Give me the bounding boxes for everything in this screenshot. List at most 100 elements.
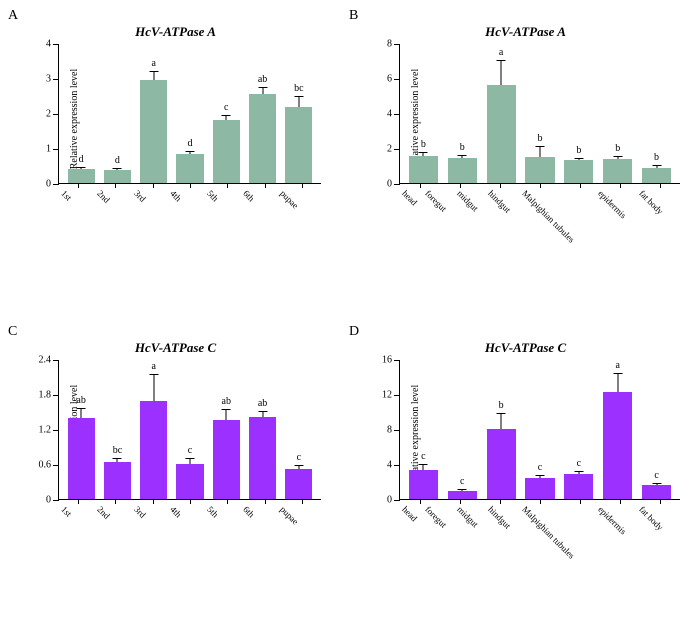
significance-label: c	[577, 458, 581, 469]
bars: bbabbbb	[400, 44, 680, 183]
error-bar	[578, 471, 579, 474]
significance-label: a	[615, 360, 619, 371]
bar-wrap: a	[598, 392, 637, 499]
xlabel: 6th	[237, 500, 270, 533]
bar	[213, 420, 240, 499]
bar	[140, 80, 167, 183]
bar	[409, 156, 438, 183]
ytick-label: 3	[31, 74, 51, 85]
xlabel: pupae	[273, 500, 306, 533]
plot-a: 01234ddadcabbc	[58, 44, 321, 184]
error-bar	[539, 146, 540, 157]
bar-wrap: b	[404, 156, 443, 183]
bar-wrap: d	[63, 169, 99, 183]
xtick	[78, 183, 79, 188]
bar	[68, 169, 95, 183]
ytick-label: 2	[372, 144, 392, 155]
chart-area-c: Relative expression level 00.61.21.82.4a…	[58, 360, 321, 510]
ytick-label: 1.2	[31, 424, 51, 435]
xtick	[580, 499, 581, 504]
xtick	[227, 183, 228, 188]
panel-letter-c: C	[8, 324, 17, 340]
bar	[176, 464, 203, 499]
significance-label: ab	[76, 395, 85, 406]
error-bar	[617, 373, 618, 391]
bar-wrap: d	[99, 170, 135, 183]
bar	[642, 485, 671, 498]
error-bar	[501, 60, 502, 85]
xlabel: Malpighian tubules	[516, 184, 577, 245]
chart-title-c: HcV-ATPase C	[20, 340, 331, 356]
bar-wrap: c	[637, 485, 676, 498]
error-bar	[189, 458, 190, 464]
error-bar	[189, 151, 190, 155]
xlabel: foregut	[419, 184, 449, 214]
significance-label: d	[187, 138, 192, 149]
xtick	[302, 499, 303, 504]
significance-label: b	[499, 400, 504, 411]
panel-a: A HcV-ATPase A Relative expression level…	[0, 0, 341, 316]
ytick	[394, 500, 400, 501]
xlabel: foregut	[419, 500, 449, 530]
bar-wrap: c	[404, 470, 443, 499]
xtick	[115, 499, 116, 504]
xlabel: 4th	[164, 500, 197, 533]
error-bar	[262, 411, 263, 417]
xlabel: 4th	[164, 184, 197, 217]
ytick-label: 6	[372, 74, 392, 85]
bar	[213, 120, 240, 183]
xtick	[660, 183, 661, 188]
bar-wrap: c	[521, 478, 560, 498]
ytick	[53, 500, 59, 501]
error-bar	[81, 167, 82, 169]
bar	[487, 85, 516, 183]
panel-c: C HcV-ATPase C Relative expression level…	[0, 316, 341, 631]
error-bar	[117, 458, 118, 463]
error-bar	[656, 165, 657, 169]
significance-label: d	[115, 155, 120, 166]
bar	[525, 157, 554, 183]
xlabel: midgut	[451, 184, 480, 213]
xtick	[115, 183, 116, 188]
bar-wrap: c	[208, 120, 244, 183]
ytick-label: 8	[372, 39, 392, 50]
significance-label: ab	[258, 74, 267, 85]
xtick	[153, 183, 154, 188]
error-bar	[226, 409, 227, 420]
xlabel: head	[396, 500, 419, 523]
xlabel: Malpighian tubules	[516, 500, 577, 561]
ytick-label: 16	[372, 354, 392, 365]
xlabel: hindgut	[482, 500, 513, 531]
bar	[642, 168, 671, 183]
xlabel: epidermis	[592, 184, 628, 220]
significance-label: c	[460, 476, 464, 487]
ytick-label: 0	[31, 179, 51, 190]
plot-c: 00.61.21.82.4abbcacababc	[58, 360, 321, 500]
xlabel: pupae	[273, 184, 306, 217]
panel-b: B HcV-ATPase A Relative expression level…	[341, 0, 700, 316]
bar	[68, 418, 95, 499]
significance-label: ab	[258, 398, 267, 409]
bar-wrap: ab	[63, 418, 99, 499]
ytick-label: 0	[31, 494, 51, 505]
error-bar	[462, 489, 463, 490]
bar-wrap: c	[281, 469, 317, 498]
significance-label: c	[654, 470, 658, 481]
bar	[487, 429, 516, 499]
bars: ddadcabbc	[59, 44, 321, 183]
bar	[603, 159, 632, 184]
bar-wrap: a	[136, 80, 172, 183]
xlabel: hindgut	[482, 184, 513, 215]
bar	[104, 170, 131, 183]
bar	[249, 417, 276, 499]
ytick-label: 4	[372, 109, 392, 120]
bar-wrap: ab	[244, 417, 280, 499]
panel-letter-a: A	[8, 8, 18, 24]
xtick	[302, 183, 303, 188]
xlabel: 3rd	[128, 500, 161, 533]
xlabel: 1st	[55, 500, 88, 533]
xlabel: fat body	[633, 184, 665, 216]
xlabel: fat body	[633, 500, 665, 532]
ytick-label: 1	[31, 144, 51, 155]
bar	[140, 401, 167, 499]
